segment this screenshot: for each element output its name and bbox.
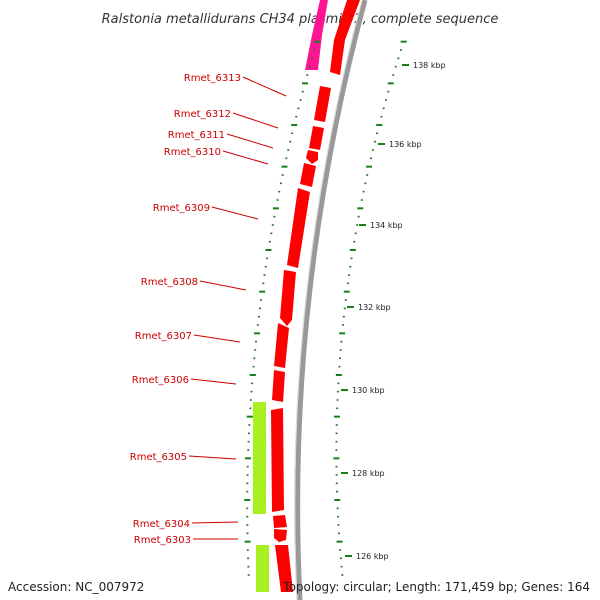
- map-title: Ralstonia metallidurans CH34 plasmid 2, …: [102, 12, 499, 27]
- leader-line-rmet-6304: [191, 521, 239, 524]
- backbone-highlight: [294, 0, 363, 600]
- gene-arrow-top[interactable]: [330, 0, 360, 75]
- gene-arrow-rmet-6310[interactable]: [300, 163, 316, 187]
- gene-arrow-rmet-6308[interactable]: [280, 270, 296, 326]
- gene-arrow-rmet-6313[interactable]: [314, 86, 331, 122]
- feature-magenta: [305, 0, 328, 70]
- gene-arrow-rmet-6303[interactable]: [274, 529, 287, 542]
- leader-line-rmet-6313: [242, 76, 287, 97]
- gene-arrow-rmet-6305[interactable]: [271, 408, 284, 512]
- gene-label-rmet-6303[interactable]: Rmet_6303: [134, 535, 191, 546]
- gene-label-rmet-6310[interactable]: Rmet_6310: [164, 147, 221, 158]
- leader-line-rmet-6311: [226, 133, 274, 149]
- kbp-label-138: 138 kbp: [413, 61, 446, 70]
- gene-arrow-rmet-6311[interactable]: [306, 150, 318, 164]
- kbp-label-134: 134 kbp: [370, 221, 403, 230]
- gene-arrow-rmet-6304[interactable]: [273, 515, 287, 528]
- gene-arrow-bottom[interactable]: [275, 545, 293, 592]
- outer-tick-ring: [333, 40, 407, 576]
- leader-line-rmet-6310: [222, 150, 269, 165]
- leader-line-rmet-6307: [193, 334, 241, 343]
- leader-line-rmet-6305: [188, 455, 237, 460]
- gene-label-rmet-6313[interactable]: Rmet_6313: [184, 73, 241, 84]
- gene-label-rmet-6312[interactable]: Rmet_6312: [174, 109, 231, 120]
- gene-arrow-rmet-6312[interactable]: [309, 126, 324, 150]
- gene-arrows: [271, 0, 360, 592]
- gene-label-rmet-6308[interactable]: Rmet_6308: [141, 277, 198, 288]
- gene-arrow-rmet-6307[interactable]: [274, 323, 289, 368]
- kbp-labels: 138 kbp 136 kbp 134 kbp 132 kbp 130 kbp 128 k…: [341, 61, 446, 561]
- kbp-label-130: 130 kbp: [352, 386, 385, 395]
- feature-green-2: [256, 545, 269, 592]
- kbp-label-132: 132 kbp: [358, 303, 391, 312]
- leader-line-rmet-6308: [199, 280, 247, 291]
- gene-label-rmet-6309[interactable]: Rmet_6309: [153, 203, 210, 214]
- kbp-label-128: 128 kbp: [352, 469, 385, 478]
- gene-labels: Rmet_6313 Rmet_6312 Rmet_6311 Rmet_6310 Rmet…: [130, 73, 287, 546]
- leader-line-rmet-6306: [190, 378, 237, 385]
- leader-line-rmet-6309: [211, 206, 259, 220]
- gene-arrow-rmet-6309[interactable]: [287, 188, 310, 268]
- feature-green-1: [253, 402, 266, 514]
- kbp-label-126: 126 kbp: [356, 552, 389, 561]
- gene-label-rmet-6304[interactable]: Rmet_6304: [133, 519, 190, 530]
- gene-arrow-rmet-6306[interactable]: [272, 370, 285, 402]
- kbp-label-136: 136 kbp: [389, 140, 422, 149]
- gene-label-rmet-6305[interactable]: Rmet_6305: [130, 452, 187, 463]
- leader-line-rmet-6312: [232, 112, 279, 129]
- inner-tick-ring: [244, 40, 320, 576]
- gene-label-rmet-6306[interactable]: Rmet_6306: [132, 375, 189, 386]
- gene-label-rmet-6307[interactable]: Rmet_6307: [135, 331, 192, 342]
- gene-label-rmet-6311[interactable]: Rmet_6311: [168, 130, 225, 141]
- summary-text: Topology: circular; Length: 171,459 bp; …: [283, 580, 590, 594]
- backbone-ring: [295, 0, 368, 600]
- accession-text: Accession: NC_007972: [8, 580, 145, 594]
